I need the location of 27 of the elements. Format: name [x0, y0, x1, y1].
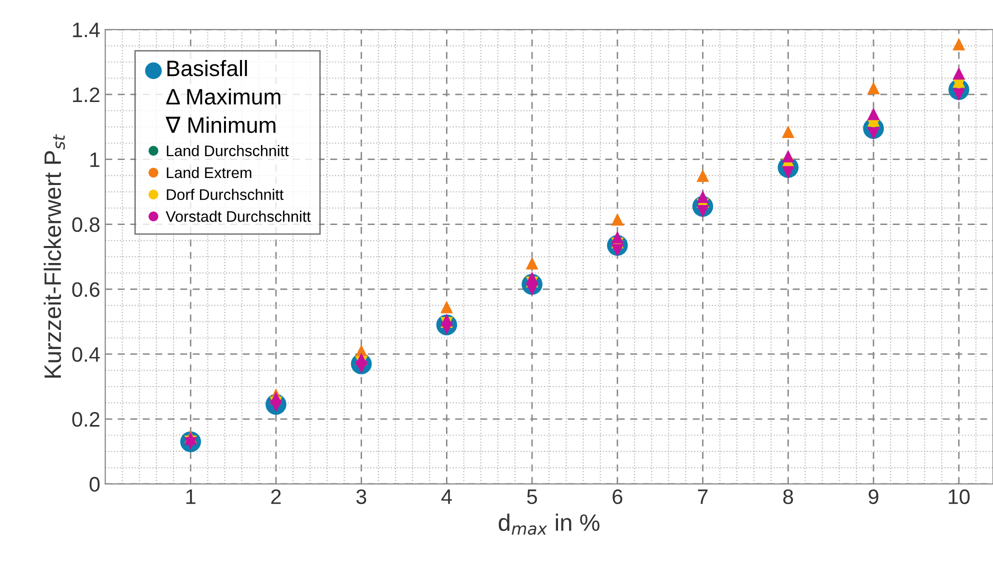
x-tick-label: 9 — [868, 489, 878, 504]
x-tick-label: 10 — [948, 489, 970, 504]
y-tick-label: 0.8 — [72, 217, 100, 232]
y-axis-title: Kurzzeit-Flickerwert P$_{st}$ — [44, 134, 65, 378]
x-axis-title: d$_{max}$ in % — [498, 514, 600, 535]
y-tick-label: 1 — [90, 152, 100, 167]
x-tick-label: 6 — [612, 489, 622, 504]
annotation: ∇ Minimum — [166, 116, 276, 134]
y-tick-label: 0.4 — [72, 347, 100, 362]
x-tick-label: 1 — [186, 490, 196, 504]
legend-label: Dorf Durchschnitt — [166, 188, 284, 200]
x-tick-label: 5 — [527, 490, 537, 504]
x-tick-label: 4 — [441, 490, 452, 504]
x-tick-label: 8 — [783, 489, 794, 504]
x-tick-label: 7 — [698, 490, 708, 504]
legend-label: Land Extrem — [166, 166, 252, 178]
legend-label: Vorstadt Durchschnitt — [166, 210, 311, 222]
x-tick-label: 2 — [271, 489, 281, 504]
annotation: Δ Maximum — [166, 88, 280, 105]
y-tick-label: 0.6 — [72, 282, 100, 297]
y-tick-label: 1.2 — [73, 87, 100, 102]
x-tick-label: 3 — [356, 489, 366, 504]
legend-label: Basisfall — [167, 60, 247, 76]
y-tick-label: 0.2 — [72, 412, 100, 427]
y-tick-label: 1.4 — [73, 22, 100, 38]
legend-label: Land Durchschnitt — [166, 145, 289, 156]
y-tick-label: 0 — [90, 476, 100, 492]
